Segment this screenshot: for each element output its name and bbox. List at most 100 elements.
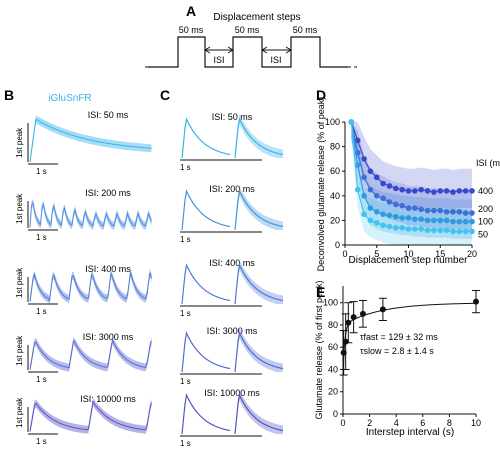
panel-label-a: A [186,3,196,19]
y-tick-label-80: 80 [330,142,340,152]
trace-b-line-0 [29,118,152,163]
trace-b-label-0: ISI: 50 ms [88,110,129,120]
trace-c-pulse2-1 [234,189,284,231]
point-100-20 [469,218,475,225]
y-axis-label-e: Glutamate release (% of first peak) [314,280,324,419]
isi-label-1: ISI [213,55,224,65]
point-50-11 [412,226,418,232]
trace-c-pulse2-2 [234,263,284,305]
point-400-16 [443,188,450,194]
panel-b-title: iGluSnFR [48,93,91,104]
x-tick-label-5: 5 [374,249,379,259]
point-50-2 [354,186,361,193]
point-50-4 [367,217,374,224]
trace-c-scale-label-4: 1 s [180,439,191,448]
point-100-15 [437,217,444,224]
point-50-14 [431,227,437,234]
x-tick-label-e-6: 6 [420,418,425,428]
ylabel-b-2: 1st peak [15,267,24,298]
point-e-6 [473,298,479,305]
point-400-13 [424,188,431,194]
trace-c-scale-label-3: 1 s [180,377,191,386]
x-tick-label-15: 15 [435,249,445,259]
point-400-19 [462,188,469,194]
point-50-9 [399,224,405,231]
band-400 [351,122,472,210]
legend-200: 200 [478,204,493,214]
trace-c-pulse1-2 [181,263,231,305]
point-50-19 [462,228,469,235]
point-100-13 [424,217,431,224]
trace-b-label-1: ISI: 200 ms [85,188,131,198]
panel-label-e: E [316,284,325,300]
point-50-16 [443,227,450,234]
point-400-4 [367,168,374,174]
trace-c-label-2: ISI: 400 ms [209,258,255,268]
point-400-7 [386,183,393,189]
trace-c-band-0 [235,114,283,158]
x-axis-label-e: Interstep interval (s) [366,427,454,438]
trace-c-label-0: ISI: 50 ms [212,112,253,122]
point-200-7 [386,199,393,205]
point-50-10 [405,226,412,232]
isi-label-2: ISI [270,55,281,65]
point-400-17 [450,189,456,195]
trace-b-label-2: ISI: 400 ms [85,264,131,274]
point-100-8 [393,213,399,220]
point-e-4 [359,310,366,317]
point-400-20 [469,188,475,194]
point-50-18 [456,228,463,235]
step-label-3: 50 ms [293,25,318,35]
trace-c-label-1: ISI: 200 ms [209,184,255,194]
point-400-11 [412,188,418,194]
x-tick-label-e-10: 10 [471,418,481,428]
legend-title: ISI (ms) [476,158,500,168]
point-100-3 [361,193,367,199]
point-200-10 [405,205,412,211]
point-400-9 [399,186,405,193]
ylabel-b-1: 1st peak [15,193,24,224]
point-e-2 [345,319,352,326]
trace-c-pulse2-3 [234,331,284,373]
y-tick-label-100: 100 [325,117,340,127]
point-50-3 [361,211,367,218]
y-tick-label-e-100: 100 [323,298,338,308]
point-50-15 [437,227,444,234]
trace-c-pulse2-0 [234,117,284,159]
trace-c-band-2 [235,260,283,304]
trace-c-pulse1-3 [181,331,231,373]
trace-b-label-4: ISI: 10000 ms [80,394,136,404]
point-100-18 [456,218,463,225]
trace-b-line-3 [29,338,152,370]
panel-label-d: D [316,87,326,103]
point-200-11 [412,205,418,211]
point-50-8 [393,224,399,231]
x-tick-label-e-8: 8 [447,418,452,428]
point-200-9 [399,202,405,209]
point-50-7 [386,223,393,230]
point-100-7 [386,212,393,219]
trace-c-pulse2-4 [234,393,284,435]
point-100-11 [412,216,418,222]
point-e-1 [342,338,349,345]
trace-b-line-4 [29,400,152,432]
trace-c-scale-label-0: 1 s [180,163,191,172]
point-50-6 [380,222,386,229]
point-100-14 [431,217,437,224]
panel-a: Displacement steps 50 ms 50 ms 50 ms ISI… [145,12,360,68]
tau-slow-annotation: τslow = 2.8 ± 1.4 s [360,346,434,356]
y-tick-label-40: 40 [330,191,340,201]
y-tick-label-e-0: 0 [333,409,338,419]
point-400-2 [354,137,361,144]
x-tick-label-20: 20 [467,249,477,259]
point-400-15 [437,188,444,194]
trace-c-scale-label-2: 1 s [180,309,191,318]
x-tick-label-e-2: 2 [367,418,372,428]
point-100-5 [373,208,380,215]
point-400-10 [405,188,412,194]
ylabel-b-3: 1st peak [15,335,24,366]
point-50-13 [424,227,431,234]
point-50-20 [469,228,475,235]
